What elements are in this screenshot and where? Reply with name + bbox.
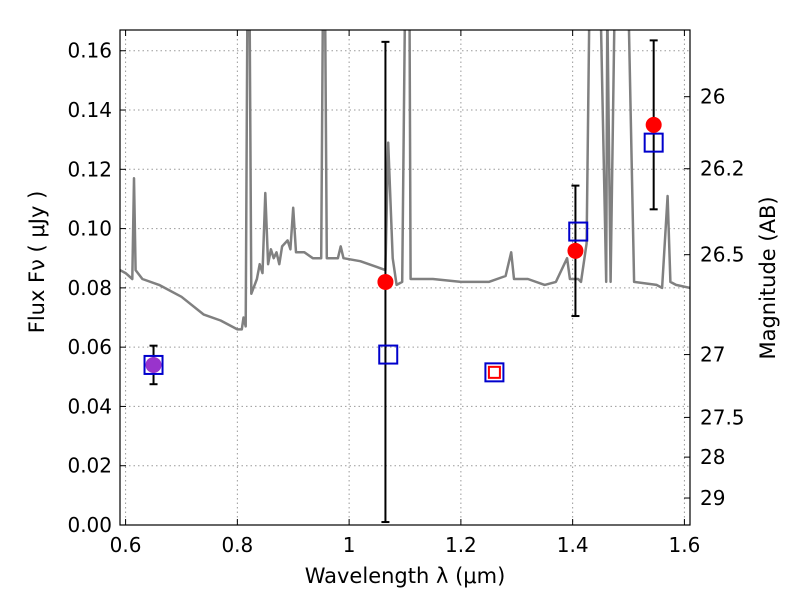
plot-frame xyxy=(119,29,691,526)
x-tick-label: 1.4 xyxy=(557,533,589,557)
y-axis-label: Flux Fν ( μJy ) xyxy=(25,191,49,334)
y2-tick-label: 26.5 xyxy=(700,243,745,267)
y2-tick-label: 27.5 xyxy=(700,405,745,429)
y-tick-label: 0.06 xyxy=(67,335,112,359)
y-tick-label: 0.02 xyxy=(67,454,112,478)
y-tick-label: 0.16 xyxy=(67,39,112,63)
x-axis-label: Wavelength λ (μm) xyxy=(305,564,506,588)
model-point xyxy=(643,132,664,153)
x-tick-label: 0.8 xyxy=(221,533,253,557)
observed-points xyxy=(145,116,662,373)
y2-tick-label: 26.2 xyxy=(700,157,745,181)
observed-point xyxy=(567,242,584,259)
observed-point xyxy=(145,356,162,373)
observed-point xyxy=(645,116,662,133)
y2-tick-label: 26 xyxy=(700,85,725,109)
y-tick-label: 0.04 xyxy=(67,394,112,418)
x-tick-label: 1.6 xyxy=(669,533,701,557)
observed-point xyxy=(377,273,394,290)
y-tick-label: 0.08 xyxy=(67,276,112,300)
y-tick-label: 0.12 xyxy=(67,157,112,181)
y-tick-label: 0.00 xyxy=(67,513,112,537)
axis-ticks: 0.6 0.8 1 1.2 1.4 1.6 0.00 0.02 0.04 0.06 0.08 0.10… xyxy=(67,30,745,557)
y-tick-label: 0.14 xyxy=(67,98,112,122)
y-tick-label: 0.10 xyxy=(67,217,112,241)
y2-tick-label: 27 xyxy=(700,343,725,367)
model-points xyxy=(143,132,664,383)
x-tick-label: 1 xyxy=(343,533,356,557)
x-tick-label: 1.2 xyxy=(445,533,477,557)
y2-axis-label: Magnitude (AB) xyxy=(756,196,780,359)
model-point xyxy=(143,354,164,375)
model-point xyxy=(484,362,505,383)
model-point xyxy=(568,221,589,242)
y2-tick-label: 29 xyxy=(700,486,725,510)
model-point xyxy=(378,344,399,365)
y2-tick-label: 28 xyxy=(700,445,725,469)
x-tick-label: 0.6 xyxy=(110,533,142,557)
spectrum-line xyxy=(120,30,690,331)
model-point xyxy=(487,365,501,379)
